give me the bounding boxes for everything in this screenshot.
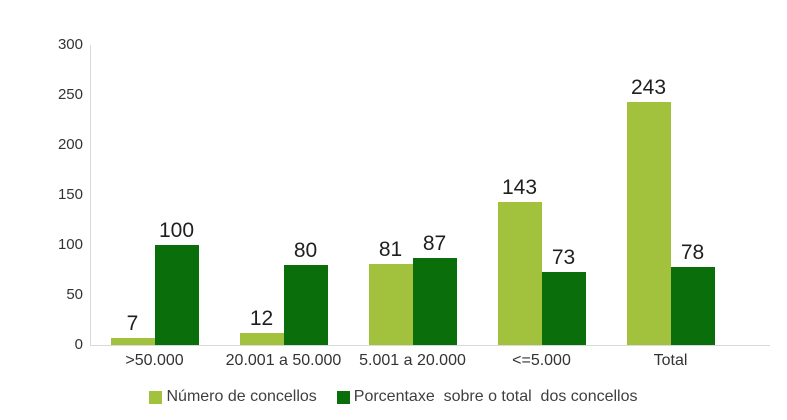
y-tick-label: 150 <box>57 186 83 203</box>
bar-group: 143 73 <box>477 45 606 345</box>
y-tick-label: 100 <box>57 236 83 253</box>
bar-series-1[interactable]: 12 <box>239 308 284 345</box>
legend: Número de concellos Porcentaxe sobre o to… <box>0 387 787 407</box>
x-tick-label: >50.000 <box>125 352 184 369</box>
x-tick-label: 5.001 a 20.000 <box>359 352 466 369</box>
x-axis-line <box>90 345 770 346</box>
bar-value-label: 87 <box>422 232 447 255</box>
legend-swatch-icon <box>149 390 163 404</box>
bar-series-2[interactable]: 87 <box>412 233 457 345</box>
y-tick-label: 300 <box>57 36 83 53</box>
bar-value-label: 7 <box>126 312 139 335</box>
y-axis: 0 50 100 150 200 250 300 <box>0 36 83 353</box>
bar-group: 243 78 <box>606 45 735 345</box>
bar-value-label: 243 <box>630 76 667 99</box>
x-tick-label: Total <box>653 352 688 369</box>
bar-group: 81 87 <box>348 45 477 345</box>
y-tick-label: 50 <box>66 286 83 303</box>
legend-item-2[interactable]: Porcentaxe sobre o total dos concellos <box>336 387 638 407</box>
y-tick-label: 200 <box>57 136 83 153</box>
bar-series-1[interactable]: 243 <box>626 77 671 345</box>
bar-series-2[interactable]: 80 <box>283 240 328 345</box>
x-tick-label: <=5.000 <box>512 352 571 369</box>
bar-series-2[interactable]: 78 <box>670 242 715 345</box>
bar-group: 7 100 <box>90 45 219 345</box>
bar-value-label: 12 <box>249 307 274 330</box>
y-axis-line <box>90 45 91 346</box>
bar-series-1[interactable]: 81 <box>368 239 413 345</box>
y-tick-label: 250 <box>57 86 83 103</box>
bar-value-label: 78 <box>680 241 705 264</box>
plot-area: 7 100 12 80 81 87 143 73 243 78 <box>90 45 735 345</box>
bar-group: 12 80 <box>219 45 348 345</box>
x-axis-labels: >50.000 20.001 a 50.000 5.001 a 20.000 <=5.… <box>90 351 735 371</box>
legend-label: Porcentaxe sobre o total dos concellos <box>353 388 638 405</box>
bar-series-1[interactable]: 7 <box>110 313 155 345</box>
bar-value-label: 143 <box>501 176 538 199</box>
legend-label: Número de concellos <box>166 388 317 405</box>
bar-value-label: 80 <box>293 239 318 262</box>
bar-series-1[interactable]: 143 <box>497 177 542 345</box>
y-tick-label: 0 <box>74 336 83 353</box>
x-tick-label: 20.001 a 50.000 <box>225 352 342 369</box>
bar-value-label: 81 <box>378 238 403 261</box>
bar-series-2[interactable]: 73 <box>541 247 586 345</box>
bar-value-label: 73 <box>551 246 576 269</box>
bar-series-2[interactable]: 100 <box>154 220 199 345</box>
bar-value-label: 100 <box>158 219 195 242</box>
legend-item-1[interactable]: Número de concellos <box>149 387 317 407</box>
legend-swatch-icon <box>336 390 350 404</box>
